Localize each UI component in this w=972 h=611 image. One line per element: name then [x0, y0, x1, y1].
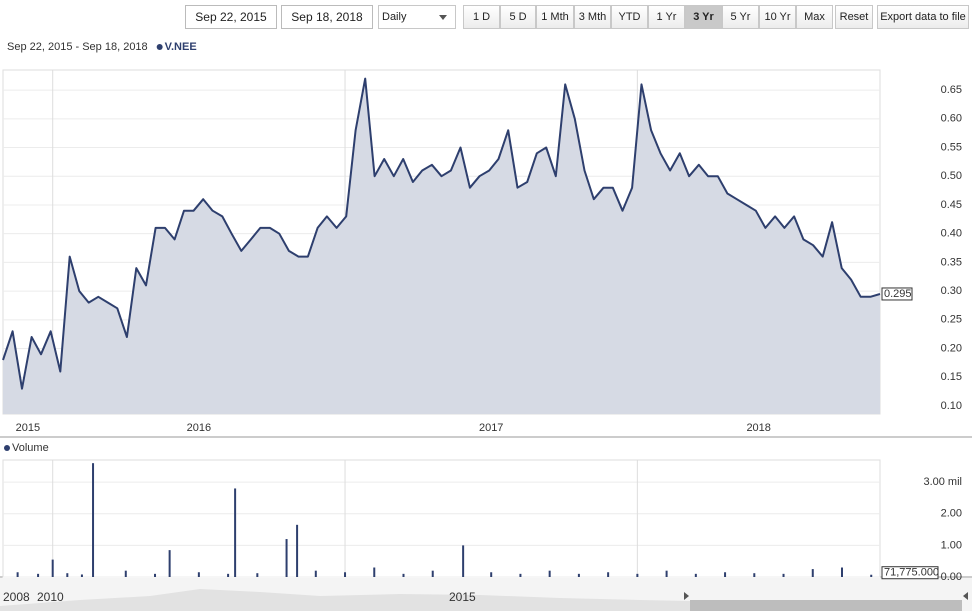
y-tick-label: 0.65 — [941, 84, 962, 96]
y-tick-label: 3.00 mil — [923, 476, 962, 488]
end-date-input[interactable]: Sep 18, 2018 — [281, 5, 373, 29]
range-button[interactable]: 5 Yr — [722, 5, 759, 29]
volume-bar — [168, 550, 171, 577]
volume-bar — [66, 573, 69, 577]
x-tick-label: 2017 — [479, 422, 503, 434]
area-fill — [3, 78, 880, 414]
start-date-input[interactable]: Sep 22, 2015 — [185, 5, 277, 29]
volume-bar — [462, 545, 465, 577]
volume-bar — [285, 539, 288, 577]
volume-bar — [344, 572, 347, 577]
volume-bar — [314, 570, 317, 577]
y-tick-label: 0.45 — [941, 199, 962, 211]
volume-bar — [80, 574, 83, 577]
volume-bar — [51, 559, 54, 577]
volume-bar — [782, 573, 785, 577]
price-line — [2, 77, 881, 390]
y-tick-label: 0.60 — [941, 113, 962, 125]
volume-bar — [154, 573, 157, 577]
range-button[interactable]: 1 D — [463, 5, 500, 29]
volume-bar — [124, 570, 127, 577]
legend-label: V.NEE — [165, 41, 197, 53]
volume-bar — [548, 570, 551, 577]
volume-bar — [431, 570, 434, 577]
y-tick-label: 0.20 — [941, 342, 962, 354]
range-button[interactable]: 1 Mth — [536, 5, 574, 29]
last-value-label: 0.295 — [884, 288, 912, 300]
last-value-box — [881, 287, 913, 301]
range-button[interactable]: 1 Yr — [648, 5, 685, 29]
volume-bar — [636, 573, 639, 577]
interval-select[interactable]: Daily — [378, 5, 456, 29]
legend-label: Volume — [12, 442, 49, 454]
volume-bar — [402, 573, 405, 577]
last-value-box — [881, 566, 939, 580]
volume-bar — [234, 488, 237, 577]
volume-bar — [256, 573, 259, 577]
range-button[interactable]: 3 Mth — [574, 5, 611, 29]
volume-bar — [519, 573, 522, 577]
range-button[interactable]: 10 Yr — [759, 5, 796, 29]
volume-bar — [753, 573, 756, 577]
navigator-label: 2008 — [3, 590, 30, 604]
y-tick-label: 0.55 — [941, 141, 962, 153]
volume-bar — [92, 463, 95, 577]
volume-bar — [607, 572, 610, 577]
y-tick-label: 0.40 — [941, 228, 962, 240]
volume-bar — [373, 567, 376, 577]
range-button[interactable]: 5 D — [500, 5, 536, 29]
volume-bar — [296, 524, 299, 577]
navigator-handle[interactable] — [684, 592, 689, 600]
navigator-area — [0, 589, 690, 611]
legend-marker — [4, 445, 10, 451]
x-tick-label: 2015 — [16, 422, 40, 434]
export-button[interactable]: Export data to file — [877, 5, 969, 29]
volume-bar — [870, 574, 873, 577]
volume-bar — [665, 570, 668, 577]
range-button[interactable]: 3 Yr — [685, 5, 722, 29]
volume-bar — [577, 573, 580, 577]
last-value-label: 71,775.000 — [884, 567, 939, 579]
volume-bar — [840, 567, 843, 577]
y-tick-label: 2.00 — [941, 508, 962, 520]
volume-bar — [16, 572, 19, 577]
range-button[interactable]: Max — [796, 5, 833, 29]
reset-button[interactable]: Reset — [835, 5, 873, 29]
range-button[interactable]: YTD — [611, 5, 648, 29]
volume-bar — [37, 573, 40, 577]
navigator-label: 2010 — [37, 590, 64, 604]
navigator-handle[interactable] — [963, 592, 968, 600]
navigator-label: 2015 — [449, 590, 476, 604]
y-tick-label: 0.30 — [941, 285, 962, 297]
y-tick-label: 0.50 — [941, 170, 962, 182]
y-tick-label: 0.00 — [941, 571, 962, 583]
volume-bar — [724, 572, 727, 577]
volume-bar — [694, 573, 697, 577]
legend-marker — [156, 44, 163, 50]
y-tick-label: 0.25 — [941, 314, 962, 326]
y-tick-label: 0.15 — [941, 371, 962, 383]
volume-bar — [197, 572, 200, 577]
volume-bar — [490, 572, 493, 577]
navigator-selection[interactable] — [690, 600, 962, 611]
y-tick-label: 1.00 — [941, 539, 962, 551]
y-tick-label: 0.35 — [941, 256, 962, 268]
legend-range: Sep 22, 2015 - Sep 18, 2018 — [7, 41, 148, 53]
volume-bar — [227, 573, 230, 577]
x-tick-label: 2018 — [746, 422, 770, 434]
x-tick-label: 2016 — [187, 422, 211, 434]
y-tick-label: 0.10 — [941, 400, 962, 412]
volume-bar — [811, 569, 814, 577]
plot-frame — [2, 459, 881, 578]
